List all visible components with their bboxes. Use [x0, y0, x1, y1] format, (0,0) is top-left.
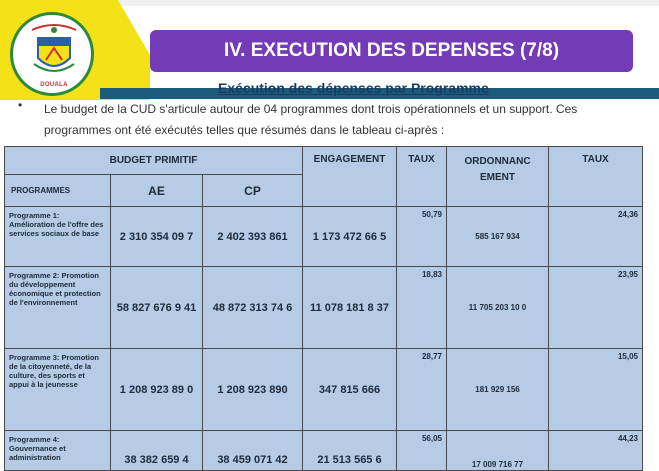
table-row: Programme 4: Gouvernance et administrati… — [4, 430, 643, 471]
programme-cell: Programme 2: Promotion du développement … — [4, 266, 111, 349]
header-ordonnancement: ORDONNANC EMENT — [446, 146, 549, 207]
programme-cell: Programme 4: Gouvernance et administrati… — [4, 430, 111, 471]
cp-cell: 48 872 313 74 6 — [202, 266, 303, 349]
bullet-marker: • — [18, 98, 23, 112]
table-row: Programme 2: Promotion du développement … — [4, 266, 643, 349]
header-engagement: ENGAGEMENT — [302, 146, 397, 207]
taux-cell: 56,05 — [396, 430, 447, 471]
taux-cell: 28,77 — [396, 348, 447, 431]
ordonnancement-cell: 585 167 934 — [446, 206, 549, 267]
programme-cell: Programme 3: Promotion de la citoyenneté… — [4, 348, 111, 431]
header-programmes: PROGRAMMES — [4, 174, 111, 207]
cp-cell: 1 208 923 890 — [202, 348, 303, 431]
cp-cell: 2 402 393 861 — [202, 206, 303, 267]
cp-cell: 38 459 071 42 — [202, 430, 303, 471]
intro-line-2: programmes ont été exécutés telles que r… — [44, 123, 445, 137]
ordonnancement-cell: 181 929 156 — [446, 348, 549, 431]
intro-line-1: Le budget de la CUD s'articule autour de… — [44, 102, 578, 116]
taux-cell: 50,79 — [396, 206, 447, 267]
ae-cell: 2 310 354 09 7 — [110, 206, 203, 267]
city-emblem-icon — [31, 24, 77, 72]
taux2-cell: 23,95 — [548, 266, 643, 349]
header-cp: CP — [202, 174, 303, 207]
taux2-cell: 44,23 — [548, 430, 643, 471]
table-row: Programme 3: Promotion de la citoyenneté… — [4, 348, 643, 431]
header-taux-2: TAUX — [548, 146, 643, 207]
table-subheader-row: PROGRAMMES AE CP — [4, 174, 643, 207]
engagement-cell: 1 173 472 66 5 — [302, 206, 397, 267]
programme-cell: Programme 1: Amélioration de l'offre des… — [4, 206, 111, 267]
subtitle-bar — [100, 88, 659, 99]
ae-cell: 58 827 676 9 41 — [110, 266, 203, 349]
taux2-cell: 24,36 — [548, 206, 643, 267]
engagement-cell: 11 078 181 8 37 — [302, 266, 397, 349]
taux2-cell: 15,05 — [548, 348, 643, 431]
ordonnancement-cell: 11 705 203 10 0 — [446, 266, 549, 349]
taux-cell: 18,83 — [396, 266, 447, 349]
top-band — [0, 0, 659, 6]
header-taux: TAUX — [396, 146, 447, 207]
header-ae: AE — [110, 174, 203, 207]
table-row: Programme 1: Amélioration de l'offre des… — [4, 206, 643, 267]
section-subtitle: Exécution des dépenses par Programme — [218, 80, 489, 96]
engagement-cell: 347 815 666 — [302, 348, 397, 431]
table-header-row: BUDGET PRIMITIF ENGAGEMENT TAUX ORDONNAN… — [4, 146, 643, 207]
budget-table: BUDGET PRIMITIF ENGAGEMENT TAUX ORDONNAN… — [4, 146, 643, 471]
engagement-cell: 21 513 565 6 — [302, 430, 397, 471]
ae-cell: 1 208 923 89 0 — [110, 348, 203, 431]
ordonnancement-cell: 17 009 716 77 — [446, 430, 549, 471]
header-budget-primitif: BUDGET PRIMITIF — [4, 146, 303, 175]
logo-text: DOUALA — [40, 82, 68, 88]
page-title: IV. EXECUTION DES DEPENSES (7/8) — [150, 30, 633, 72]
ae-cell: 38 382 659 4 — [110, 430, 203, 471]
